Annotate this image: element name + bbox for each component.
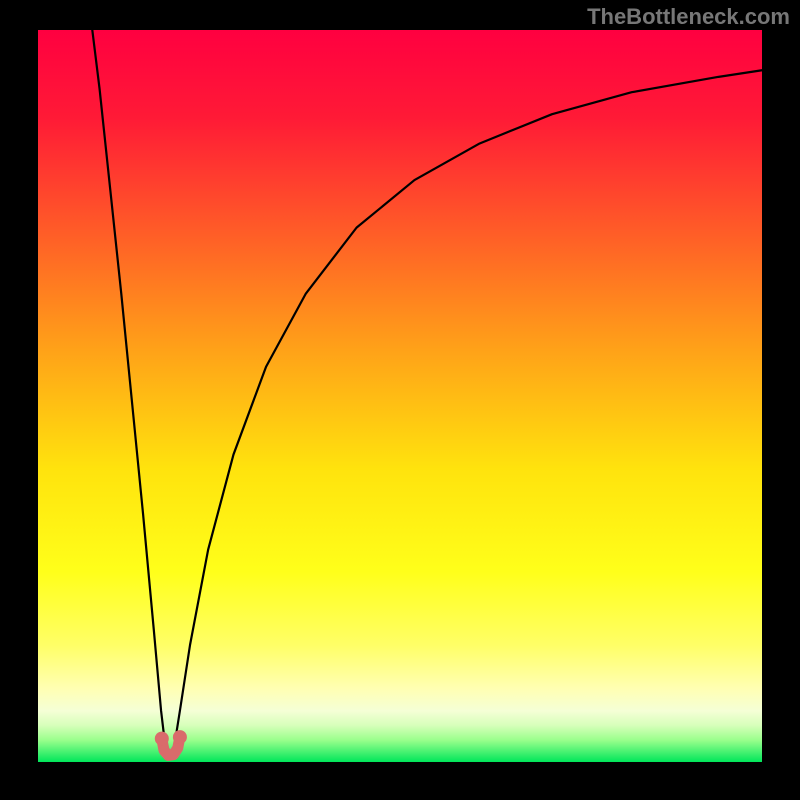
bottleneck-chart xyxy=(0,0,800,800)
plot-background xyxy=(38,30,762,762)
chart-frame: TheBottleneck.com xyxy=(0,0,800,800)
watermark-text: TheBottleneck.com xyxy=(587,4,790,30)
